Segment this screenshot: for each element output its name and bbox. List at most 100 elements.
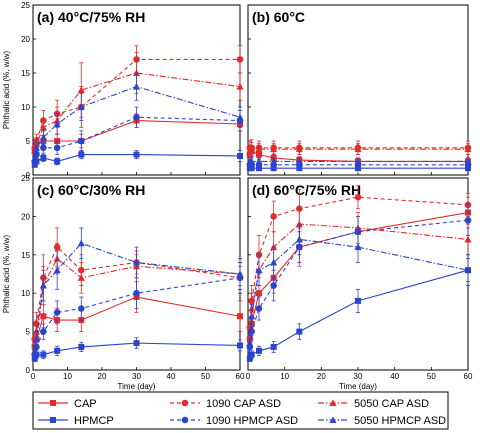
data-point <box>133 151 140 158</box>
data-point <box>40 144 47 152</box>
series-cap <box>246 196 471 348</box>
data-point <box>464 216 472 224</box>
series-line <box>34 257 241 344</box>
data-point <box>39 123 47 131</box>
data-point <box>77 239 85 247</box>
x-tick-label: 10 <box>63 372 72 381</box>
data-point <box>296 165 303 172</box>
x-tick-label: 10 <box>280 372 289 381</box>
y-tick-label: 25 <box>21 1 30 10</box>
series-line <box>249 269 469 359</box>
panel-4: 0 10 20 30 40 50 60 (d) 60°C/75% RH Time (day) <box>246 177 473 391</box>
data-point <box>31 347 39 354</box>
data-point <box>256 165 262 172</box>
x-tick-label: 20 <box>317 372 326 381</box>
data-point <box>296 328 303 335</box>
y-tick-label: 5 <box>26 137 31 146</box>
data-point <box>464 145 472 153</box>
data-point <box>133 82 140 90</box>
legend-marker <box>329 399 337 406</box>
data-point <box>78 305 85 312</box>
data-point <box>237 313 243 320</box>
legend-marker <box>329 416 337 423</box>
data-point <box>248 165 255 172</box>
data-point <box>53 120 61 127</box>
x-tick-label: 60 <box>464 372 473 381</box>
panel-1: 0 5 10 15 20 25 (a) 40°C/75% RH Phthalic acid (… <box>2 1 244 180</box>
data-point <box>295 235 303 243</box>
data-point <box>133 340 140 347</box>
data-point <box>354 193 362 201</box>
data-point <box>78 151 85 158</box>
data-point <box>237 342 243 349</box>
legend-entry-5050-cap-asd: 5050 CAP ASD <box>318 398 429 410</box>
series-5050-cap-asd <box>246 141 472 158</box>
x-tick-label: 60 <box>236 372 245 381</box>
data-point <box>53 309 61 316</box>
series-line <box>249 238 469 344</box>
data-point <box>54 347 61 354</box>
legend-marker <box>181 399 189 407</box>
data-point <box>40 328 47 335</box>
legend-label: 5050 HPMCP ASD <box>354 415 446 427</box>
legend-entry-1090-cap-asd: 1090 CAP ASD <box>170 398 281 410</box>
data-point <box>248 144 256 151</box>
data-point <box>295 157 303 165</box>
series-5050-hpmcp-asd <box>246 157 472 166</box>
data-point <box>133 258 140 266</box>
data-point <box>270 145 278 153</box>
series-1090-cap-asd <box>31 45 244 154</box>
data-point <box>53 144 61 152</box>
series-1090-cap-asd <box>31 227 244 348</box>
data-point <box>236 113 244 121</box>
data-point <box>465 165 471 172</box>
y-tick-label: 20 <box>21 35 30 44</box>
data-point <box>236 56 244 63</box>
x-tick-label: 50 <box>427 372 436 381</box>
data-point <box>236 270 244 277</box>
series-5050-hpmcp-asd <box>246 223 472 352</box>
y-tick-label: 15 <box>21 69 30 78</box>
data-point <box>464 235 472 243</box>
legend-label: 1090 CAP ASD <box>206 398 281 410</box>
x-tick-label: 40 <box>390 372 399 381</box>
y-tick-label: 25 <box>21 174 30 183</box>
series-hpmcp <box>246 165 471 172</box>
panel-title: (a) 40°C/75% RH <box>37 9 145 25</box>
data-point <box>77 86 85 93</box>
data-point <box>270 165 277 172</box>
data-point <box>39 133 47 141</box>
data-point <box>78 343 85 350</box>
series-hpmcp <box>31 337 243 362</box>
data-point <box>40 313 47 320</box>
x-tick-label: 40 <box>167 372 176 381</box>
data-point <box>248 328 255 335</box>
data-point <box>354 145 362 153</box>
legend-box <box>32 391 449 430</box>
data-point <box>40 351 47 358</box>
y-tick-label: 20 <box>21 212 30 221</box>
panel-title: (d) 60°C/75% RH <box>252 182 361 198</box>
data-point <box>32 335 40 343</box>
legend-label: 5050 CAP ASD <box>354 398 429 410</box>
data-point <box>133 289 140 297</box>
data-point <box>255 305 263 312</box>
panel-3: 0 10 20 30 40 50 60 0 5 10 15 20 25 (c) 60°C/30% RH Ph… <box>2 174 245 391</box>
series-line <box>34 120 241 152</box>
data-point <box>133 113 140 121</box>
y-tick-label: 10 <box>21 289 30 298</box>
data-point <box>32 144 40 151</box>
data-point <box>255 145 263 153</box>
data-point <box>248 351 255 358</box>
legend-marker <box>181 416 189 424</box>
data-point <box>464 266 472 274</box>
data-point <box>355 165 361 172</box>
legend-label: 1090 HPMCP ASD <box>206 415 298 427</box>
y-tick-label: 0 <box>26 366 31 375</box>
x-axis-title: Time (day) <box>118 382 156 391</box>
legend-entry-1090-hpmcp-asd: 1090 HPMCP ASD <box>170 415 298 427</box>
data-point <box>295 220 303 228</box>
legend-entry-5050-hpmcp-asd: 5050 HPMCP ASD <box>318 415 446 427</box>
data-point <box>31 161 38 168</box>
